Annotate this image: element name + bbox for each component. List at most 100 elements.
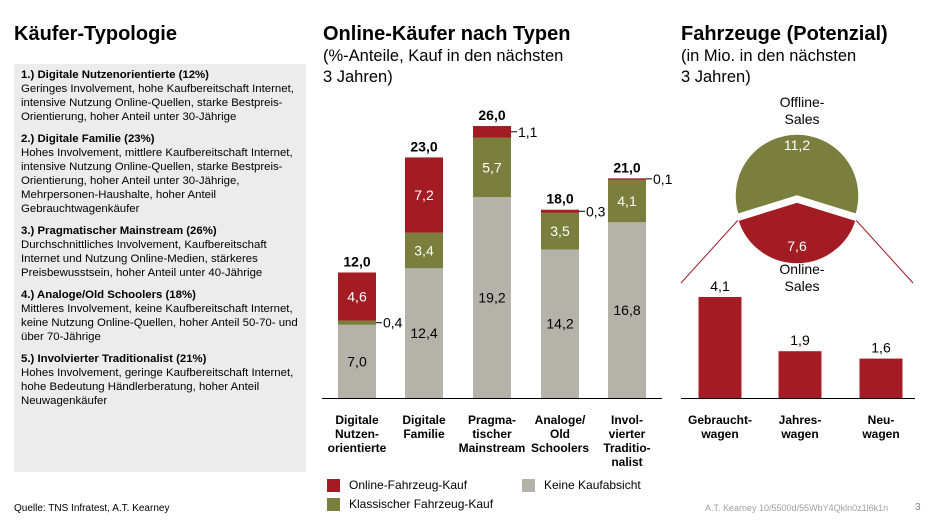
legend-item-online: Online-Fahrzeug-Kauf (327, 478, 467, 492)
buyer-type-description: Durchschnittliches Involvement, Kaufbere… (21, 239, 267, 279)
buyer-type-description: Hohes Involvement, mittlere Kaufbereitsc… (21, 147, 293, 215)
x-tick-label: Invol- (611, 413, 643, 427)
data-label: 0,3 (586, 203, 606, 219)
data-label: 5,7 (482, 159, 502, 175)
source-note: Quelle: TNS Infratest, A.T. Kearney (14, 503, 170, 514)
total-label: 21,0 (613, 159, 640, 175)
buyer-type-title: 3.) Pragmatischer Mainstream (26%) (21, 225, 217, 237)
legend-swatch-classic (327, 497, 340, 511)
bar-segment (405, 268, 443, 398)
reference-code: A.T. Kearney 10/5500d/55WbY4Qkln0z1l6k1n (705, 503, 889, 513)
bar-segment (338, 272, 376, 321)
pie-connector-line (855, 220, 914, 284)
x-tick-label: Digitale (402, 413, 446, 427)
pie-slice-offline (734, 133, 860, 216)
pie-slice-online (736, 201, 858, 265)
x-tick-label: vierter (609, 427, 646, 441)
buyer-type-item: 1.) Digitale Nutzenorientierte (12%) Ger… (21, 68, 300, 124)
data-label: 0,1 (653, 171, 673, 187)
data-label: 3,5 (550, 223, 570, 239)
data-label: 3,4 (414, 243, 434, 259)
data-label: 14,2 (546, 316, 573, 332)
buyer-type-description: Geringes Involvement, hohe Kaufbereitsch… (21, 83, 294, 123)
data-label: 1,6 (871, 340, 891, 356)
bar (698, 297, 742, 398)
data-label: 12,4 (410, 325, 437, 341)
middle-chart-subtitle: (%-Anteile, Kauf in den nächsten 3 Jahre… (323, 47, 564, 86)
data-label: 7,2 (414, 187, 434, 203)
legend-label-online: Online-Fahrzeug-Kauf (349, 478, 468, 492)
pie-value-label: 7,6 (787, 238, 807, 254)
x-tick-label: Jahres- (779, 413, 822, 427)
buyer-typology-panel: 1.) Digitale Nutzenorientierte (12%) Ger… (14, 64, 306, 472)
bar-segment (608, 222, 646, 398)
legend-swatch-none (522, 478, 535, 492)
data-label: 1,1 (518, 124, 538, 140)
page-number: 3 (915, 502, 921, 513)
buyer-type-title: 2.) Digitale Familie (23%) (21, 133, 155, 145)
data-label: 4,6 (347, 289, 367, 305)
middle-chart-title: Online-Käufer nach Typen (323, 23, 571, 45)
x-tick-label: Nutzen- (335, 427, 379, 441)
data-label: 19,2 (478, 290, 505, 306)
bar-segment (473, 197, 511, 398)
pie-slice-name: Sales (784, 111, 819, 127)
x-tick-label: Analoge/ (535, 413, 586, 427)
data-label: 4,1 (710, 278, 730, 294)
legend-label-none: Keine Kaufabsicht (544, 478, 641, 492)
buyer-type-item: 4.) Analoge/Old Schoolers (18%) Mittlere… (21, 288, 300, 344)
total-label: 23,0 (410, 138, 437, 154)
legend-item-classic: Klassischer Fahrzeug-Kauf (327, 497, 493, 511)
buyer-types-list: 1.) Digitale Nutzenorientierte (12%) Ger… (14, 64, 306, 408)
total-label: 18,0 (546, 191, 573, 207)
bar-segment (541, 249, 579, 398)
pie-slice-name: Sales (784, 278, 819, 294)
buyer-type-item: 5.) Involvierter Traditionalist (21%) Ho… (21, 352, 300, 408)
data-label: 0,4 (383, 315, 403, 331)
x-tick-label: Schoolers (531, 441, 589, 455)
legend-swatch-online (327, 478, 340, 492)
buyer-type-description: Hohes Involvement, geringe Kaufbereitsch… (21, 367, 294, 407)
x-tick-label: Old (550, 427, 570, 441)
x-tick-label: Digitale (335, 413, 379, 427)
x-tick-label: wagen (861, 427, 899, 441)
total-label: 26,0 (478, 107, 505, 123)
bar-segment (541, 212, 579, 250)
buyer-type-title: 1.) Digitale Nutzenorientierte (12%) (21, 69, 209, 81)
bar-segment (541, 209, 579, 213)
x-tick-label: Pragma- (468, 413, 516, 427)
pie-connector-line (680, 220, 739, 284)
x-tick-label: Traditio- (603, 441, 650, 455)
bar (859, 358, 903, 398)
buyer-type-title: 4.) Analoge/Old Schoolers (18%) (21, 289, 196, 301)
data-label: 1,9 (790, 332, 810, 348)
bar-segment (338, 320, 376, 325)
data-label: 7,0 (347, 353, 367, 369)
bar (778, 351, 822, 398)
left-panel-title: Käufer-Typologie (14, 23, 177, 45)
x-tick-label: Neu- (868, 413, 895, 427)
right-chart-title: Fahrzeuge (Potenzial) (681, 23, 888, 45)
buyer-type-item: 3.) Pragmatischer Mainstream (26%) Durch… (21, 224, 300, 280)
bar-segment (338, 324, 376, 398)
bar-segment (473, 126, 511, 138)
bar-segment (608, 178, 646, 180)
pie-slice-name: Online- (779, 261, 824, 277)
legend-label-classic: Klassischer Fahrzeug-Kauf (349, 497, 494, 511)
x-tick-label: wagen (780, 427, 818, 441)
x-tick-label: orientierte (328, 441, 387, 455)
x-tick-label: Familie (403, 427, 445, 441)
bar-segment (473, 137, 511, 198)
data-label: 4,1 (617, 193, 637, 209)
x-tick-label: Mainstream (459, 441, 526, 455)
total-label: 12,0 (343, 253, 370, 269)
bar-segment (405, 232, 443, 269)
x-tick-label: wagen (700, 427, 738, 441)
buyer-type-description: Mittleres Involvement, keine Kaufbereits… (21, 303, 298, 343)
bar-segment (608, 179, 646, 223)
pie-value-label: 11,2 (784, 137, 810, 153)
right-chart-subtitle: (in Mio. in den nächsten 3 Jahren) (681, 47, 857, 86)
data-label: 16,8 (613, 302, 640, 318)
x-tick-label: Gebraucht- (688, 413, 752, 427)
